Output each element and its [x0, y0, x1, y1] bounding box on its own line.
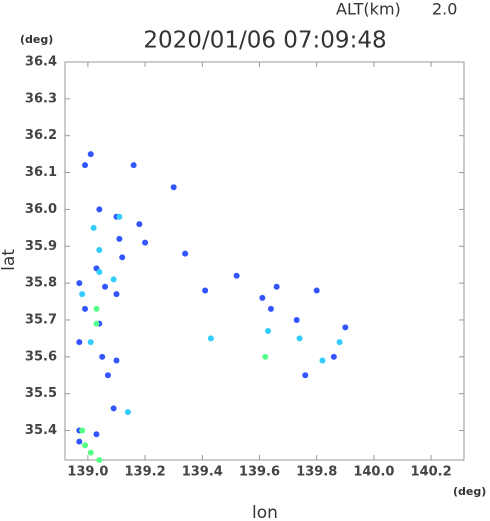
x-tick-label: 139.6	[239, 465, 280, 480]
x-tick-label: 139.0	[67, 465, 108, 480]
y-tick-label: 35.4	[25, 423, 57, 438]
echo-point	[113, 357, 120, 364]
x-tick-label: 140.2	[411, 465, 452, 480]
echo-point	[96, 206, 103, 213]
y-tick-label: 35.7	[25, 312, 57, 327]
echo-point	[82, 162, 89, 169]
echo-point	[273, 283, 280, 290]
echo-point	[99, 353, 106, 360]
altitude-value: 2.0	[432, 0, 457, 19]
chart-title: 2020/01/06 07:09:48	[143, 28, 386, 54]
echo-point	[116, 235, 123, 242]
y-tick-label: 35.6	[25, 349, 57, 364]
echo-point	[262, 353, 269, 360]
echo-point	[104, 372, 111, 379]
echo-point	[296, 335, 303, 342]
echo-point	[96, 246, 103, 253]
echo-point	[96, 457, 103, 463]
echo-point	[102, 283, 109, 290]
y-tick-label: 35.5	[25, 386, 57, 401]
echo-point	[207, 335, 214, 342]
echo-point	[76, 438, 83, 445]
plot-frame	[64, 61, 465, 461]
echo-point	[119, 254, 126, 261]
echo-point	[93, 305, 100, 312]
x-tick-label: 139.8	[296, 465, 337, 480]
echo-point	[170, 184, 177, 191]
echo-point	[319, 357, 326, 364]
y-tick-label: 36.1	[25, 165, 57, 180]
y-tick-label: 35.8	[25, 276, 57, 291]
echo-point	[110, 405, 117, 412]
echo-point	[96, 269, 103, 276]
echo-point	[79, 427, 86, 434]
echo-point	[76, 280, 83, 287]
altitude-label: ALT(km)	[336, 0, 401, 19]
echo-point	[330, 353, 337, 360]
echo-point	[267, 305, 274, 312]
echo-point	[259, 294, 266, 301]
echo-point	[342, 324, 349, 331]
x-tick-label: 139.4	[182, 465, 223, 480]
echo-point	[142, 239, 149, 246]
echo-point	[265, 328, 272, 335]
echo-point	[93, 320, 100, 327]
echo-point	[87, 339, 94, 346]
echo-point	[202, 287, 209, 294]
echo-point	[110, 276, 117, 283]
y-axis-label: lat	[0, 249, 19, 271]
echo-point	[182, 250, 189, 257]
echo-point	[82, 442, 89, 449]
echo-point	[113, 291, 120, 298]
echo-point	[136, 221, 143, 228]
x-tick-label: 140.0	[353, 465, 394, 480]
echo-point	[233, 272, 240, 279]
y-tick-label: 36.0	[25, 202, 57, 217]
echo-point	[90, 224, 97, 231]
y-tick-label: 35.9	[25, 239, 57, 254]
x-unit: (deg)	[453, 485, 486, 498]
echo-point	[93, 431, 100, 438]
x-axis-label: lon	[252, 503, 278, 521]
echo-point	[76, 339, 83, 346]
echo-point	[116, 213, 123, 220]
echo-point	[87, 449, 94, 456]
echo-point	[293, 316, 300, 323]
echo-point	[124, 409, 131, 416]
echo-point	[82, 305, 89, 312]
echo-point	[302, 372, 309, 379]
echo-point	[130, 162, 137, 169]
echo-point	[313, 287, 320, 294]
y-unit: (deg)	[20, 33, 53, 46]
echo-point	[336, 339, 343, 346]
echo-point	[87, 151, 94, 158]
echo-point	[79, 291, 86, 298]
y-tick-label: 36.4	[25, 55, 57, 70]
y-tick-label: 36.3	[25, 91, 57, 106]
y-tick-label: 36.2	[25, 128, 57, 143]
x-tick-label: 139.2	[125, 465, 166, 480]
